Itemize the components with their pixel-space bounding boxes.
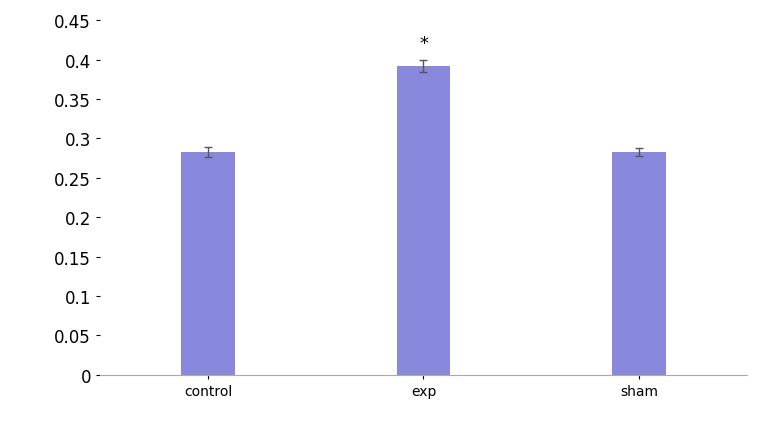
Bar — [397, 67, 450, 375]
Bar — [612, 153, 666, 375]
Text: *: * — [419, 35, 428, 53]
Bar — [181, 153, 235, 375]
